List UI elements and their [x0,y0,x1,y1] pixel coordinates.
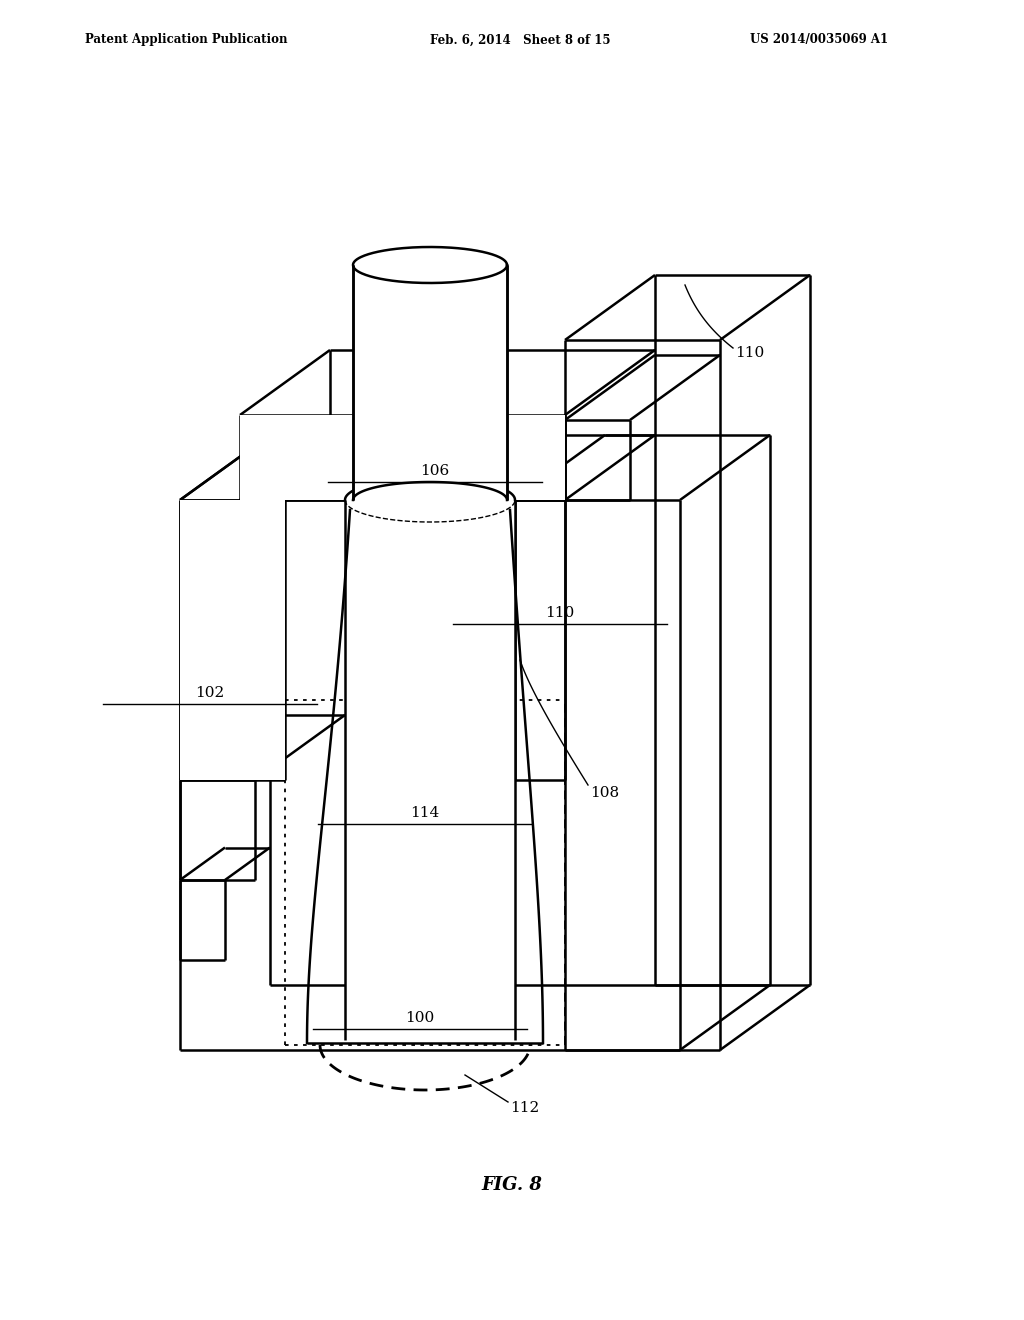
Text: 110: 110 [735,346,764,360]
Bar [240,414,565,500]
Text: 112: 112 [510,1101,540,1115]
Bar [180,500,285,780]
Text: US 2014/0035069 A1: US 2014/0035069 A1 [750,33,888,46]
Bar [353,265,507,500]
Text: 114: 114 [411,807,439,820]
Bar [345,500,515,1040]
Text: 102: 102 [196,686,224,700]
Text: 110: 110 [546,606,574,620]
Text: FIG. 8: FIG. 8 [481,1176,543,1195]
Text: 108: 108 [590,785,620,800]
Text: 106: 106 [421,465,450,478]
Text: Patent Application Publication: Patent Application Publication [85,33,288,46]
Text: Feb. 6, 2014   Sheet 8 of 15: Feb. 6, 2014 Sheet 8 of 15 [430,33,610,46]
Text: 100: 100 [406,1011,434,1026]
